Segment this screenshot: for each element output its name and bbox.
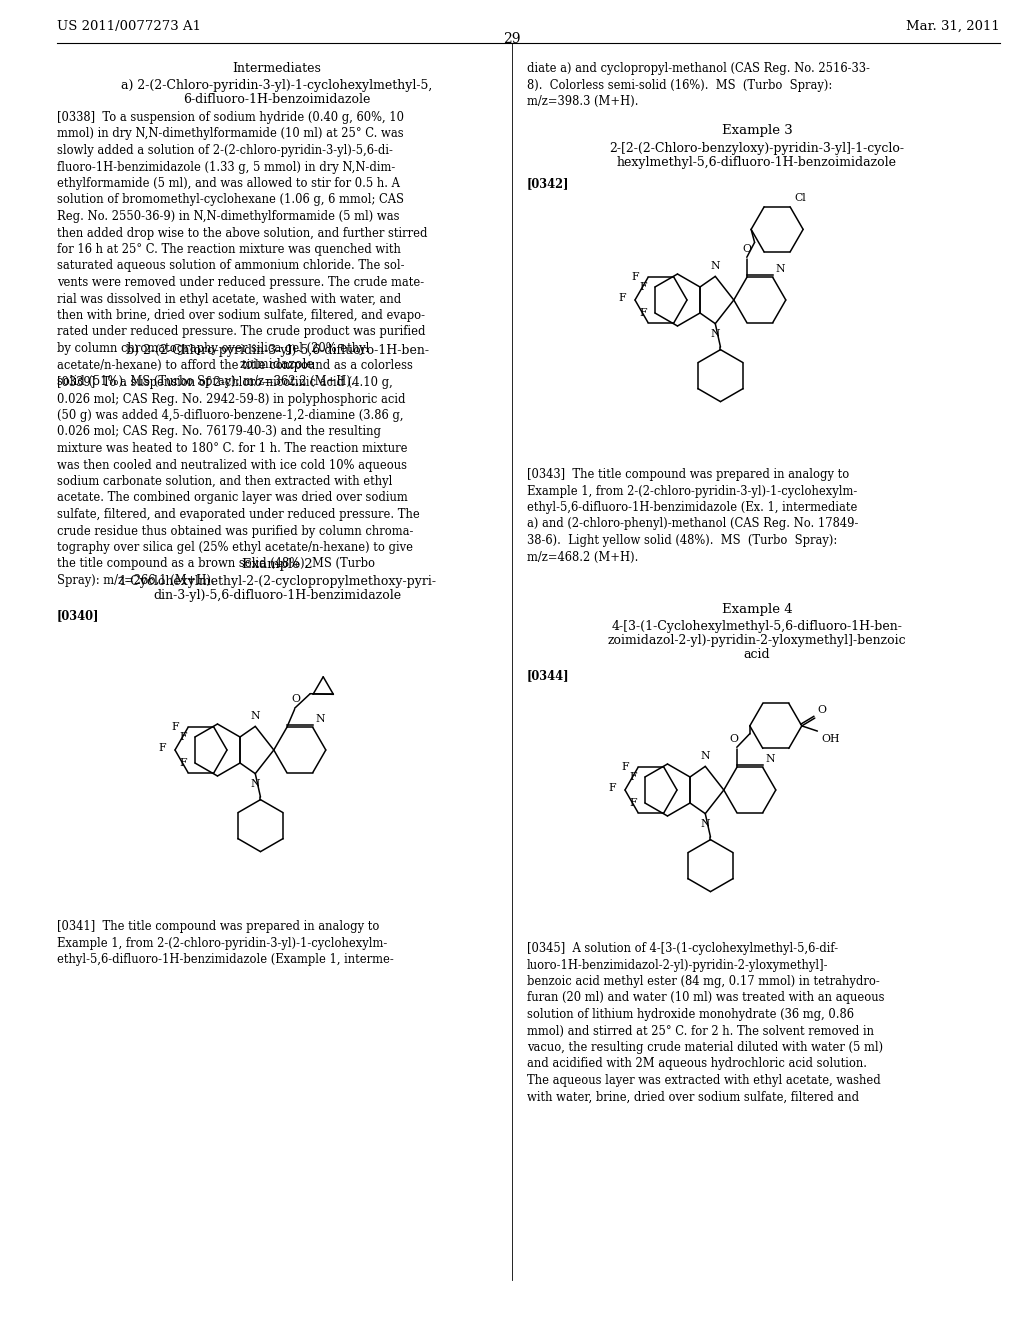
Text: F: F [639,308,647,318]
Text: US 2011/0077273 A1: US 2011/0077273 A1 [57,20,201,33]
Text: diate a) and cyclopropyl-methanol (CAS Reg. No. 2516-33-
8).  Colorless semi-sol: diate a) and cyclopropyl-methanol (CAS R… [527,62,869,108]
Text: [0345]  A solution of 4-[3-(1-cyclohexylmethyl-5,6-dif-
luoro-1H-benzimidazol-2-: [0345] A solution of 4-[3-(1-cyclohexylm… [527,942,885,1104]
Text: b) 2-(2-Chloro-pyridin-3-yl)-5,6-difluoro-1H-ben-: b) 2-(2-Chloro-pyridin-3-yl)-5,6-difluor… [126,345,428,356]
Text: N: N [711,261,720,272]
Text: N: N [766,755,775,764]
Text: F: F [630,772,637,781]
Text: Intermediates: Intermediates [232,62,322,75]
Text: 29: 29 [503,32,521,46]
Text: Mar. 31, 2011: Mar. 31, 2011 [906,20,1000,33]
Text: O: O [742,244,752,255]
Text: 2-[2-(2-Chloro-benzyloxy)-pyridin-3-yl]-1-cyclo-: 2-[2-(2-Chloro-benzyloxy)-pyridin-3-yl]-… [609,143,904,154]
Text: N: N [251,779,260,788]
Text: Example 4: Example 4 [722,603,793,616]
Text: N: N [251,711,260,721]
Text: N: N [700,818,710,829]
Text: N: N [711,329,720,339]
Text: 1-Cyclohexylmethyl-2-(2-cyclopropylmethoxy-pyri-: 1-Cyclohexylmethyl-2-(2-cyclopropylmetho… [118,576,436,587]
Text: hexylmethyl-5,6-difluoro-1H-benzoimidazole: hexylmethyl-5,6-difluoro-1H-benzoimidazo… [617,156,897,169]
Text: F: F [632,272,639,282]
Text: Cl: Cl [795,193,806,203]
Text: N: N [700,751,710,762]
Text: F: F [630,799,637,808]
Text: F: F [608,783,616,793]
Text: F: F [171,722,179,733]
Text: N: N [315,714,326,725]
Text: Example 3: Example 3 [722,124,793,137]
Text: [0342]: [0342] [527,177,569,190]
Text: 4-[3-(1-Cyclohexylmethyl-5,6-difluoro-1H-ben-: 4-[3-(1-Cyclohexylmethyl-5,6-difluoro-1H… [611,620,902,634]
Text: zoimidazol-2-yl)-pyridin-2-yloxymethyl]-benzoic: zoimidazol-2-yl)-pyridin-2-yloxymethyl]-… [607,634,906,647]
Text: O: O [291,694,300,705]
Text: [0339]  To a suspension of 2-chloro-nicotinic acid (4.10 g,
0.026 mol; CAS Reg. : [0339] To a suspension of 2-chloro-nicot… [57,376,420,587]
Text: O: O [817,705,826,715]
Text: 6-difluoro-1H-benzoimidazole: 6-difluoro-1H-benzoimidazole [183,92,371,106]
Text: F: F [622,763,629,772]
Text: din-3-yl)-5,6-difluoro-1H-benzimidazole: din-3-yl)-5,6-difluoro-1H-benzimidazole [153,589,401,602]
Text: OH: OH [821,734,841,743]
Text: a) 2-(2-Chloro-pyridin-3-yl)-1-cyclohexylmethyl-5,: a) 2-(2-Chloro-pyridin-3-yl)-1-cyclohexy… [122,79,432,92]
Text: F: F [639,282,647,292]
Text: N: N [776,264,785,275]
Text: F: F [159,743,166,752]
Text: F: F [179,733,187,742]
Text: zoimidazole: zoimidazole [240,358,314,371]
Text: F: F [618,293,626,304]
Text: O: O [729,734,738,744]
Text: [0340]: [0340] [57,609,99,622]
Text: F: F [179,758,187,768]
Text: [0338]  To a suspension of sodium hydride (0.40 g, 60%, 10
mmol) in dry N,N-dime: [0338] To a suspension of sodium hydride… [57,111,427,388]
Text: acid: acid [743,648,770,661]
Text: [0343]  The title compound was prepared in analogy to
Example 1, from 2-(2-chlor: [0343] The title compound was prepared i… [527,469,858,564]
Text: Example 2: Example 2 [242,558,312,572]
Text: [0341]  The title compound was prepared in analogy to
Example 1, from 2-(2-chlor: [0341] The title compound was prepared i… [57,920,394,966]
Text: [0344]: [0344] [527,669,569,682]
